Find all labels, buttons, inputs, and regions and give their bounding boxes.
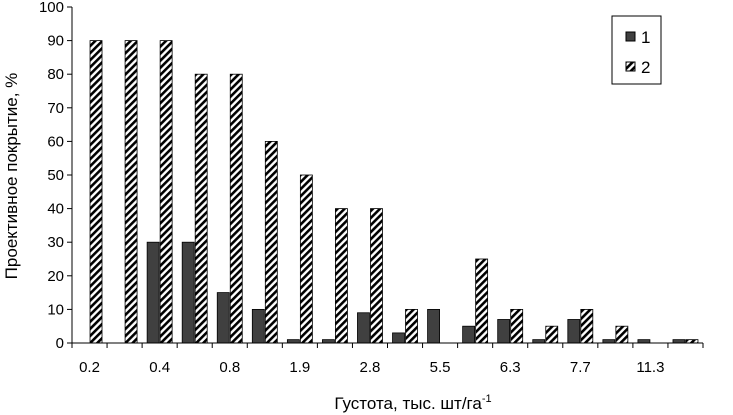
bar-series-2-0 (89, 40, 103, 344)
bar-series-1-16 (637, 339, 651, 344)
bar-series-2-8 (370, 208, 383, 344)
bar-series-2-13 (545, 325, 559, 344)
bar-series-1-6 (286, 339, 300, 344)
legend-swatch-series-1 (625, 31, 636, 42)
bar-series-1-2 (146, 241, 160, 344)
bar-series-1-15 (602, 339, 616, 344)
bar-series-2-1 (124, 40, 138, 344)
bar-series-1-5 (251, 308, 265, 344)
legend-swatch-series-2 (625, 61, 636, 72)
bar-series-1-3 (181, 241, 195, 344)
legend-label-series-1: 1 (641, 28, 650, 47)
x-tick-label-1: 0.4 (149, 359, 170, 376)
bar-series-2-12 (510, 308, 524, 344)
y-tick-label-7: 70 (47, 100, 64, 117)
bar-series-2-4 (229, 73, 243, 344)
legend-label-series-2: 2 (641, 58, 650, 77)
bar-series-1-13 (532, 339, 546, 344)
bar-series-1-7 (322, 339, 335, 344)
x-tick-label-3: 1.9 (289, 359, 310, 376)
bar-series-1-8 (357, 312, 370, 344)
bar-series-1-12 (497, 319, 511, 344)
x-tick-label-2: 0.8 (219, 359, 240, 376)
y-tick-label-2: 20 (47, 268, 64, 285)
x-tick-label-5: 5.5 (430, 359, 451, 376)
y-tick-label-4: 40 (47, 201, 64, 218)
bar-series-2-15 (615, 325, 629, 344)
bar-series-2-5 (264, 140, 278, 344)
legend: 1 2 (611, 15, 662, 85)
bar-series-2-17 (685, 339, 699, 344)
bar-series-1-14 (567, 319, 581, 344)
x-axis-title-superscript: -1 (482, 393, 492, 405)
y-axis-title: Проективное покрытие, % (2, 73, 21, 280)
y-tick-label-1: 10 (47, 301, 64, 318)
y-tick-label-8: 80 (47, 66, 64, 83)
plot-area: 0 10 20 30 40 50 60 70 80 90 100 0.2 0.4 0.8 1.9 2.8 5.5… (39, 0, 704, 376)
bar-series-2-14 (580, 308, 594, 344)
y-tick-label-9: 90 (47, 33, 64, 50)
x-tick-label-7: 7.7 (570, 359, 591, 376)
y-tick-label-10: 100 (39, 0, 64, 16)
bar-series-2-2 (159, 40, 173, 344)
x-tick-label-6: 6.3 (500, 359, 521, 376)
bar-series-2-6 (299, 174, 313, 344)
bar-series-1-4 (216, 292, 230, 344)
bar-series-2-3 (194, 73, 208, 344)
legend-box (611, 15, 662, 85)
y-tick-label-0: 0 (56, 335, 64, 352)
bar-series-2-9 (405, 308, 418, 344)
x-tick-label-8: 11.3 (636, 359, 664, 376)
y-tick-label-3: 30 (47, 234, 64, 251)
x-tick-label-0: 0.2 (79, 359, 100, 376)
bar-series-1-11 (462, 325, 476, 344)
bar-series-1-9 (392, 332, 405, 344)
y-tick-label-5: 50 (47, 167, 64, 184)
bar-series-1-17 (672, 339, 686, 344)
bar-series-2-7 (335, 208, 348, 344)
bar-series-2-11 (475, 258, 489, 344)
bar-series-1-10 (427, 308, 440, 344)
y-tick-label-6: 60 (47, 133, 64, 150)
x-axis-title-text: Густота, тыс. шт/га (334, 394, 482, 413)
x-tick-label-4: 2.8 (360, 359, 381, 376)
x-axis-title: Густота, тыс. шт/га-1 (334, 393, 491, 413)
